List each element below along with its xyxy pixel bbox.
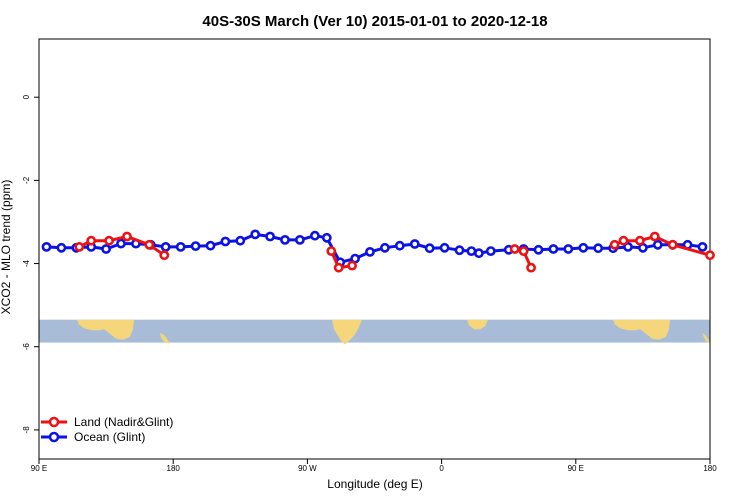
data-point-ocean [439, 242, 450, 253]
data-point-ocean [280, 234, 290, 245]
data-point-ocean [160, 241, 171, 252]
x-tick-label: 0 [439, 464, 444, 473]
data-point-ocean [175, 241, 186, 252]
x-tick-label: 180 [167, 464, 181, 473]
land-patch [77, 319, 134, 340]
series-land [74, 231, 715, 273]
y-axis: 0 -2 -4 -6 -8 [22, 94, 39, 433]
y-tick-label: -8 [22, 426, 31, 434]
ocean-band [39, 319, 710, 343]
data-point-ocean [190, 241, 201, 251]
data-point-land [122, 231, 132, 242]
data-point-ocean [424, 243, 435, 254]
data-point-ocean [294, 234, 305, 245]
land-patch [467, 319, 488, 330]
data-point-ocean [409, 239, 420, 249]
data-point-ocean [379, 242, 390, 253]
y-tick-label: -4 [22, 259, 31, 267]
data-point-ocean [309, 230, 320, 241]
data-point-ocean [321, 232, 332, 243]
data-point-ocean [101, 244, 111, 254]
series-layer [41, 229, 715, 273]
legend-item-land: Land (Nadir&Glint) [41, 415, 173, 429]
data-point-land [347, 260, 357, 271]
legend: Land (Nadir&Glint) Ocean (Glint) [41, 415, 173, 444]
data-point-ocean [205, 240, 216, 251]
data-point-ocean [220, 236, 231, 247]
land-patches [77, 319, 710, 345]
data-point-land [649, 231, 660, 242]
data-point-ocean [563, 244, 574, 254]
x-tick-label: 90 E [31, 464, 47, 473]
data-point-land [618, 235, 629, 246]
data-point-ocean [265, 231, 275, 242]
y-tick-label: 0 [22, 94, 31, 99]
data-point-land [705, 250, 715, 261]
legend-ocean-label: Ocean (Glint) [74, 430, 145, 444]
x-tick-label: 90 W [298, 464, 317, 473]
data-point-ocean [593, 243, 604, 254]
x-axis-label: Longitude (deg E) [327, 477, 422, 491]
series-ocean [41, 229, 708, 268]
data-point-land [509, 244, 520, 254]
land-patch [332, 319, 362, 345]
data-point-ocean [652, 239, 663, 250]
legend-land-marker [48, 416, 60, 428]
data-point-land [326, 246, 337, 256]
data-point-land [86, 235, 97, 246]
data-point-ocean [623, 241, 633, 252]
data-point-ocean [454, 245, 465, 256]
data-point-land [333, 262, 344, 273]
legend-land-label: Land (Nadir&Glint) [74, 415, 173, 429]
y-tick-label: -6 [22, 343, 31, 351]
chart-title: 40S-30S March (Ver 10) 2015-01-01 to 202… [202, 13, 547, 30]
data-point-land [104, 235, 114, 246]
legend-ocean-marker [48, 431, 60, 443]
x-tick-label: 90 E [568, 464, 584, 473]
series-line-ocean [46, 232, 703, 264]
data-point-land [518, 246, 529, 256]
data-point-land [635, 235, 645, 246]
data-point-land [609, 239, 620, 250]
data-point-ocean [394, 240, 405, 251]
data-point-land [667, 239, 678, 250]
land-patch [702, 333, 710, 343]
data-point-ocean [41, 241, 52, 252]
y-axis-label: XCO2 - MLO trend (ppm) [0, 180, 13, 315]
land-patch [613, 319, 670, 340]
plot-frame [38, 38, 711, 460]
data-point-ocean [116, 238, 126, 249]
data-point-ocean [485, 246, 496, 256]
data-point-ocean [697, 241, 708, 252]
data-point-ocean [533, 244, 544, 255]
land-sea-strip [39, 319, 710, 345]
y-tick-label: -2 [22, 176, 31, 184]
data-point-land [74, 241, 85, 252]
data-point-land [144, 239, 155, 250]
data-point-ocean [578, 242, 589, 253]
data-point-ocean [466, 246, 477, 256]
x-tick-label: 180 [703, 464, 717, 473]
data-point-ocean [235, 235, 246, 246]
data-point-ocean [548, 244, 559, 254]
data-point-ocean [56, 242, 67, 253]
legend-item-ocean: Ocean (Glint) [41, 430, 145, 444]
data-point-land [159, 250, 170, 261]
land-patch [160, 333, 170, 344]
data-point-ocean [250, 229, 261, 240]
x-axis: 90 E 180 90 W 0 90 E 180 [31, 459, 717, 473]
data-point-ocean [473, 248, 484, 259]
data-point-ocean [365, 246, 375, 257]
data-point-land [526, 262, 536, 273]
